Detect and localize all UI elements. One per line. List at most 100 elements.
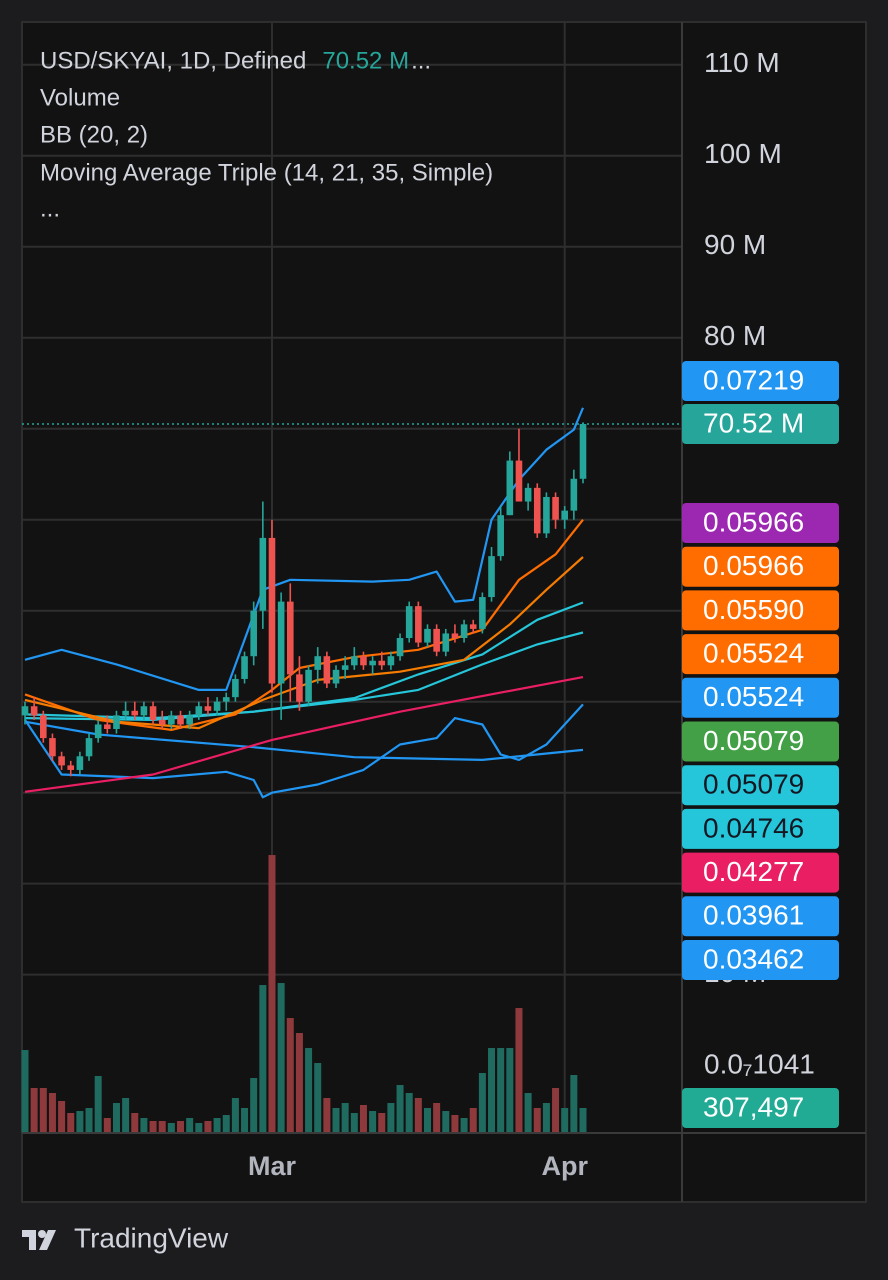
volume-bar <box>570 1075 578 1133</box>
volume-bar <box>515 1008 523 1133</box>
volume-bar <box>542 1103 550 1133</box>
volume-bar <box>497 1048 505 1133</box>
candle-body <box>94 724 102 739</box>
candle-body <box>314 656 322 670</box>
volume-bar <box>442 1111 450 1133</box>
y-tick-label: 80 M <box>704 320 766 351</box>
candle-body <box>579 423 587 479</box>
candle-body <box>39 715 47 739</box>
price-badge: 0.07219 <box>703 364 804 395</box>
price-badge: 0.03961 <box>703 900 804 931</box>
y-tick-label: 100 M <box>704 138 782 169</box>
price-badge: 0.05079 <box>703 769 804 800</box>
price-badge: 0.05079 <box>703 725 804 756</box>
volume-bar <box>469 1108 477 1133</box>
x-tick-label: Mar <box>248 1151 297 1181</box>
volume-bar <box>414 1098 422 1133</box>
volume-bar <box>222 1115 230 1133</box>
volume-bar <box>39 1088 47 1133</box>
price-badge: 0.04277 <box>703 856 804 887</box>
indicator-line <box>24 720 584 761</box>
indicator-line <box>24 676 584 793</box>
candle-body <box>488 556 495 598</box>
volume-bar <box>195 1123 203 1133</box>
candle-body <box>158 719 166 725</box>
candle-body <box>415 606 422 643</box>
candle-body <box>67 765 75 770</box>
candle-body <box>479 597 486 629</box>
price-badge-bg <box>682 940 839 980</box>
candle-body <box>232 678 239 698</box>
volume-bar <box>396 1085 404 1133</box>
volume-bar <box>277 983 285 1133</box>
candle-body <box>268 537 276 684</box>
volume-bar <box>405 1093 413 1133</box>
candle-body <box>351 656 358 666</box>
volume-bar <box>112 1103 120 1133</box>
candle-body <box>405 606 413 639</box>
volume-bar <box>579 1108 587 1133</box>
volume-bar <box>58 1101 66 1133</box>
price-badge: 0.05524 <box>703 681 804 712</box>
candle-body <box>332 669 340 684</box>
candle-body <box>360 656 367 666</box>
volume-bar <box>314 1063 322 1133</box>
price-badge: 0.05966 <box>703 506 804 537</box>
volume-bar <box>460 1118 468 1133</box>
candle-body <box>30 706 38 716</box>
volume-bar <box>341 1103 349 1133</box>
volume-bar <box>85 1108 93 1133</box>
candle-body <box>104 724 111 729</box>
volume-bar <box>359 1105 367 1133</box>
volume-bar <box>451 1115 459 1133</box>
volume-bar <box>186 1118 194 1133</box>
indicator-label: Volume <box>40 84 120 111</box>
candle-body <box>442 633 450 652</box>
volume-bar <box>295 1033 303 1133</box>
volume-bar <box>478 1073 486 1133</box>
candle-body <box>113 715 120 729</box>
candle-body <box>195 706 203 716</box>
volume-bar <box>103 1118 111 1133</box>
candle-body <box>433 628 440 652</box>
price-badge-bg <box>682 677 839 718</box>
candle-body <box>424 628 431 643</box>
price-badge-bg <box>682 808 839 849</box>
candle-body <box>149 706 157 720</box>
volume-bar <box>149 1121 157 1133</box>
price-badges: 0.07219 0.05966 0.05966 0.05590 0.05524 0.055… <box>682 361 839 1129</box>
volume-bar <box>561 1108 569 1133</box>
candle-body <box>250 610 257 657</box>
volume-tick-label: 0.0₇1041 <box>704 1048 815 1079</box>
volume-bar <box>140 1118 148 1133</box>
y-tick-label: 110 M <box>704 47 780 78</box>
candle-body <box>524 487 532 502</box>
volume-bar <box>369 1111 377 1133</box>
volume-bar <box>177 1121 185 1133</box>
volume-bar <box>332 1108 340 1133</box>
candle-body <box>21 706 29 716</box>
volume-bar <box>305 1048 313 1133</box>
x-tick-label: Apr <box>541 1151 588 1181</box>
volume-bar <box>350 1113 358 1133</box>
y-tick-label: 90 M <box>704 229 766 260</box>
price-badge: 0.03462 <box>703 943 804 974</box>
candle-body <box>341 665 349 670</box>
volume-bar <box>506 1048 514 1133</box>
volume-bar <box>131 1113 139 1133</box>
candle-body <box>122 710 129 716</box>
legend-ellipsis: ... <box>411 47 431 74</box>
candle-body <box>451 633 459 639</box>
candle-body <box>213 701 221 711</box>
candle-body <box>543 496 550 534</box>
candle-body <box>58 756 65 766</box>
candle-body <box>241 656 248 679</box>
last-price-badge: 70.52 M <box>703 407 804 438</box>
candle-body <box>131 710 139 716</box>
volume-bar <box>213 1118 221 1133</box>
logo-shape <box>38 1230 46 1238</box>
candle-body <box>506 460 514 516</box>
indicator-label: Moving Average Triple (14, 21, 35, Simpl… <box>40 159 493 186</box>
